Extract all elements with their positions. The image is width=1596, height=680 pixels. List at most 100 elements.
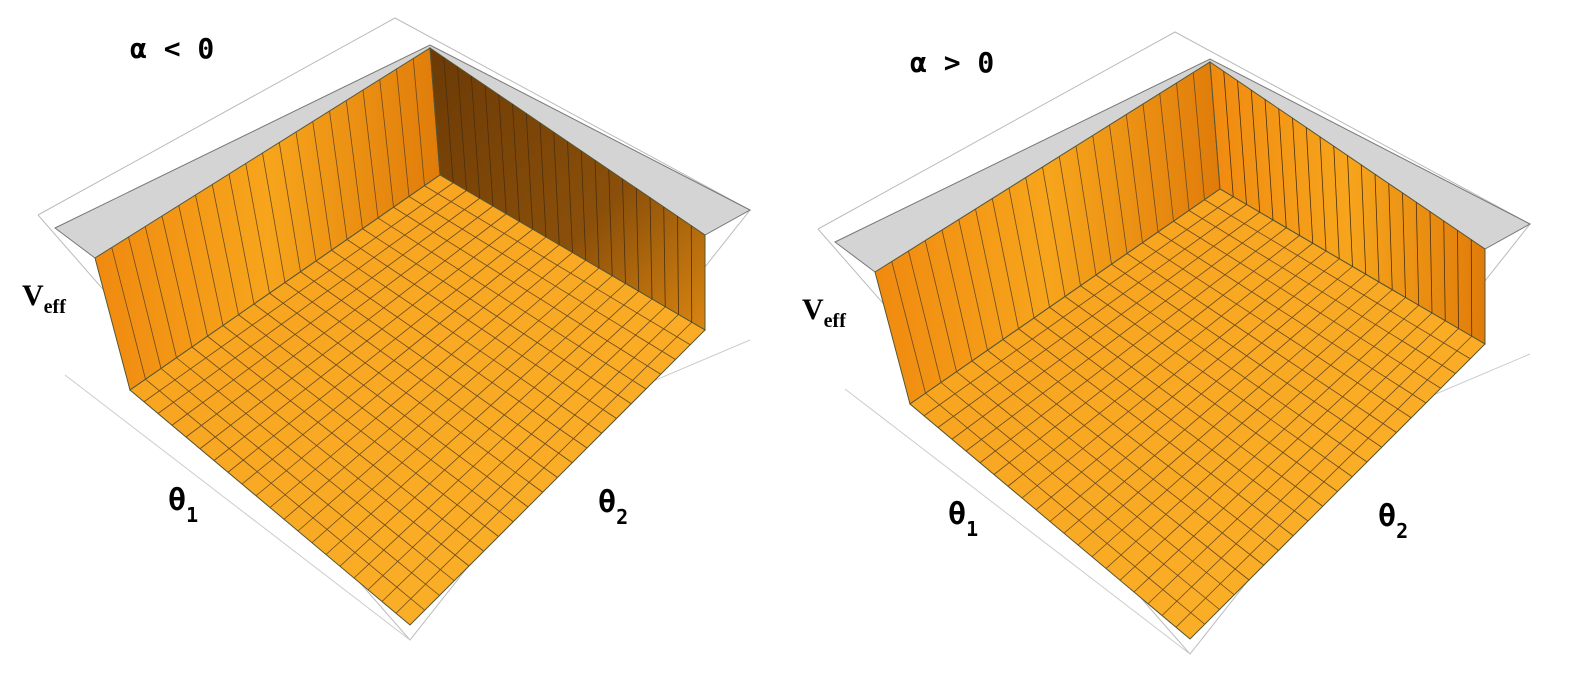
mesh-line [1250,90,1261,213]
mesh-line [1188,210,1456,374]
mesh-line [1237,80,1247,205]
mesh-line [1161,328,1459,616]
panel-title: α < 0 [130,32,214,65]
mesh-line [1175,335,1473,628]
mesh-line [635,188,640,292]
mesh-line [1042,166,1066,297]
panel: α < 0 Veff θ1 θ2 [22,17,752,641]
mesh-line [1119,304,1420,581]
mesh-line [484,85,494,207]
mesh-line [1049,266,1353,522]
box-edge [64,374,411,641]
mesh-line [457,66,467,191]
y-axis-label: θ2 [1378,499,1408,543]
mesh-line [553,132,560,245]
mesh-line [1058,156,1081,286]
mesh-line [278,142,301,272]
mesh-line [1292,118,1300,236]
mesh-line [443,57,454,183]
mesh-line [345,100,363,229]
mesh-line [1278,108,1287,228]
mesh-line [1443,220,1446,321]
mesh-line [1077,281,1380,546]
mesh-line [111,247,146,380]
mesh-line [283,259,587,520]
mesh-line [1157,231,1427,404]
surface-floor [129,174,706,626]
mesh-line [396,68,410,197]
y-axis-label: θ2 [598,485,628,529]
mesh-line [567,141,573,253]
mesh-line [1204,199,1471,360]
mesh-line [195,194,224,326]
mesh-line [1415,202,1420,306]
mesh-line [1360,164,1367,275]
mesh-line [408,196,676,360]
mesh-line [353,298,653,579]
mesh-line [362,228,632,405]
mesh-line [1111,263,1382,448]
mesh-line [941,229,973,362]
mesh-line [362,89,379,219]
mesh-line [1125,114,1143,243]
mesh-line [379,79,394,208]
mesh-line [178,205,208,337]
panel-title: α > 0 [910,46,994,79]
mesh-line [1173,220,1441,389]
z-axis-label: Veff [22,279,66,318]
mesh-line [1091,289,1393,558]
mesh-line [393,206,661,375]
mesh-line [1176,82,1190,211]
mesh-line [1319,136,1327,252]
mesh-line [958,219,988,351]
mesh-line [1080,285,1353,478]
panel: α > 0 Veff θ1 θ2 [802,31,1532,655]
mesh-line [377,217,647,390]
mesh-line [1126,253,1397,433]
mesh-line [128,236,162,369]
mesh-line [649,197,653,300]
mesh-line [228,173,255,305]
mesh-line [1347,155,1353,267]
mesh-line [311,275,613,544]
mesh-line [1374,174,1380,283]
mesh-line [1159,93,1174,222]
mesh-line [580,150,587,261]
mesh-line [262,152,286,283]
mesh-line [211,184,239,315]
mesh-line [1402,192,1406,298]
mesh-line [312,121,332,251]
mesh-line [1457,230,1459,329]
mesh-line [161,215,193,348]
mesh-line [677,216,679,315]
mesh-line [525,113,534,230]
mesh-line [339,290,640,567]
mesh-line [1142,103,1159,233]
mesh-line [1305,127,1314,244]
mesh-line [1264,99,1274,221]
mesh-line [1109,124,1128,254]
mesh-line [300,271,573,464]
mesh-line [315,260,588,449]
mesh-line [367,306,666,591]
mesh-line [908,250,942,383]
mesh-line [1142,242,1412,419]
mesh-line [346,239,617,419]
mesh-line [1095,274,1368,463]
mesh-line [891,261,926,394]
x-axis-label: θ1 [948,497,978,541]
mesh-line [512,104,520,222]
mesh-line [269,252,573,508]
mesh-line [1092,135,1112,265]
mesh-line [991,198,1019,329]
mesh-line [539,122,547,238]
mesh-line [663,206,666,307]
mesh-line [622,178,626,284]
z-axis-label: Veff [802,293,846,332]
mesh-line [594,160,600,269]
surface-floor [909,188,1486,640]
mesh-line [424,185,691,346]
mesh-line [395,321,693,614]
mesh-line [295,131,317,262]
